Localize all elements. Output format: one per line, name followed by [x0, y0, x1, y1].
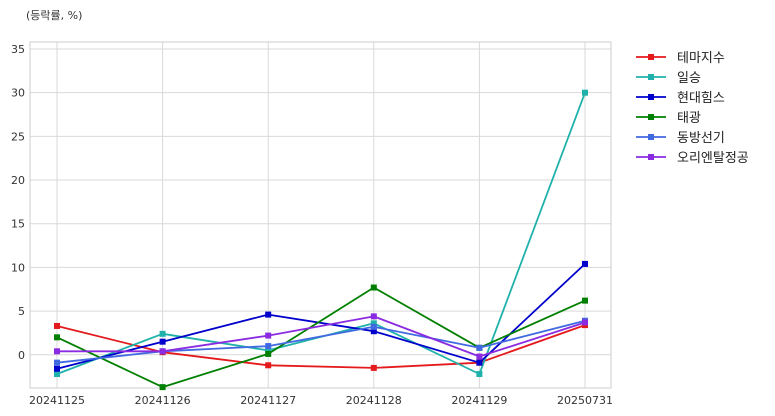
- y-tick-label: 15: [11, 218, 25, 231]
- series-line: [56, 286, 586, 389]
- y-tick-label: 0: [18, 349, 25, 362]
- data-point: [265, 332, 272, 339]
- x-tick-label: 20241126: [135, 394, 191, 407]
- data-point: [370, 328, 377, 335]
- series-일승: [54, 89, 588, 378]
- data-point: [370, 284, 377, 291]
- legend-label: 현대힘스: [677, 91, 725, 106]
- series-line: [56, 263, 586, 370]
- legend-label: 일승: [677, 71, 701, 86]
- data-point: [54, 322, 60, 329]
- series-동방선기: [54, 317, 588, 366]
- data-point: [370, 320, 377, 327]
- y-tick-label: 20: [11, 174, 25, 187]
- data-point: [54, 334, 60, 341]
- x-tick-label: 20241128: [346, 394, 402, 407]
- y-tick-label: 5: [18, 305, 25, 318]
- data-point: [370, 364, 377, 371]
- data-point: [582, 89, 588, 96]
- x-tick-label: 20250731: [557, 394, 613, 407]
- data-point: [265, 311, 272, 318]
- series-layer: [54, 89, 588, 391]
- data-point: [265, 347, 272, 354]
- data-point: [54, 365, 60, 372]
- unit-label: (등락률, %): [26, 9, 82, 22]
- data-point: [159, 348, 166, 355]
- data-point: [582, 297, 588, 304]
- legend-item: 태광: [636, 111, 701, 126]
- data-point: [54, 371, 60, 378]
- legend-item: 테마지수: [636, 51, 725, 66]
- legend-label: 테마지수: [677, 51, 725, 66]
- series-오리엔탈정공: [54, 313, 588, 360]
- data-point: [582, 260, 588, 267]
- data-point: [370, 313, 377, 320]
- x-axis: 20241125 20241126 20241127 20241128 20241129…: [29, 394, 613, 407]
- legend-swatch-marker: [648, 114, 654, 120]
- series-line: [57, 315, 586, 358]
- legend-label: 오리엔탈정공: [677, 151, 749, 166]
- data-point: [476, 353, 483, 360]
- data-point: [476, 371, 483, 378]
- x-tick-label: 20241127: [240, 394, 296, 407]
- y-axis: 0 5 10 15 20 25 30 35: [11, 43, 25, 362]
- series-line: [56, 324, 586, 369]
- data-point: [265, 343, 272, 350]
- data-point: [265, 350, 272, 357]
- legend-item: 오리엔탈정공: [636, 151, 749, 166]
- data-point: [265, 362, 272, 369]
- legend-label: 동방선기: [677, 131, 725, 146]
- series-현대힘스: [54, 260, 588, 372]
- data-point: [582, 319, 588, 326]
- legend-swatch-marker: [648, 94, 654, 100]
- data-point: [476, 344, 483, 351]
- legend-swatch-marker: [648, 74, 654, 80]
- legend-label: 태광: [677, 111, 701, 126]
- data-point: [159, 384, 166, 391]
- y-tick-label: 30: [11, 87, 25, 100]
- series-line: [56, 92, 586, 375]
- legend-swatch-marker: [648, 54, 654, 60]
- y-tick-label: 10: [11, 261, 25, 274]
- plot-frame: [29, 41, 612, 389]
- data-point: [159, 330, 166, 337]
- legend-item: 현대힘스: [636, 91, 725, 106]
- data-point: [54, 359, 60, 366]
- data-point: [370, 323, 377, 330]
- data-point: [476, 359, 483, 366]
- data-point: [54, 348, 60, 355]
- series-line: [56, 319, 586, 364]
- legend-item: 일승: [636, 71, 701, 86]
- legend-swatch-marker: [648, 154, 654, 160]
- grid: [30, 42, 611, 388]
- y-tick-label: 25: [11, 130, 25, 143]
- legend-item: 동방선기: [636, 131, 725, 146]
- legend-swatch-marker: [648, 134, 654, 140]
- data-point: [159, 338, 166, 345]
- y-tick-label: 35: [11, 43, 25, 56]
- x-tick-label: 20241129: [451, 394, 507, 407]
- x-tick-label: 20241125: [29, 394, 85, 407]
